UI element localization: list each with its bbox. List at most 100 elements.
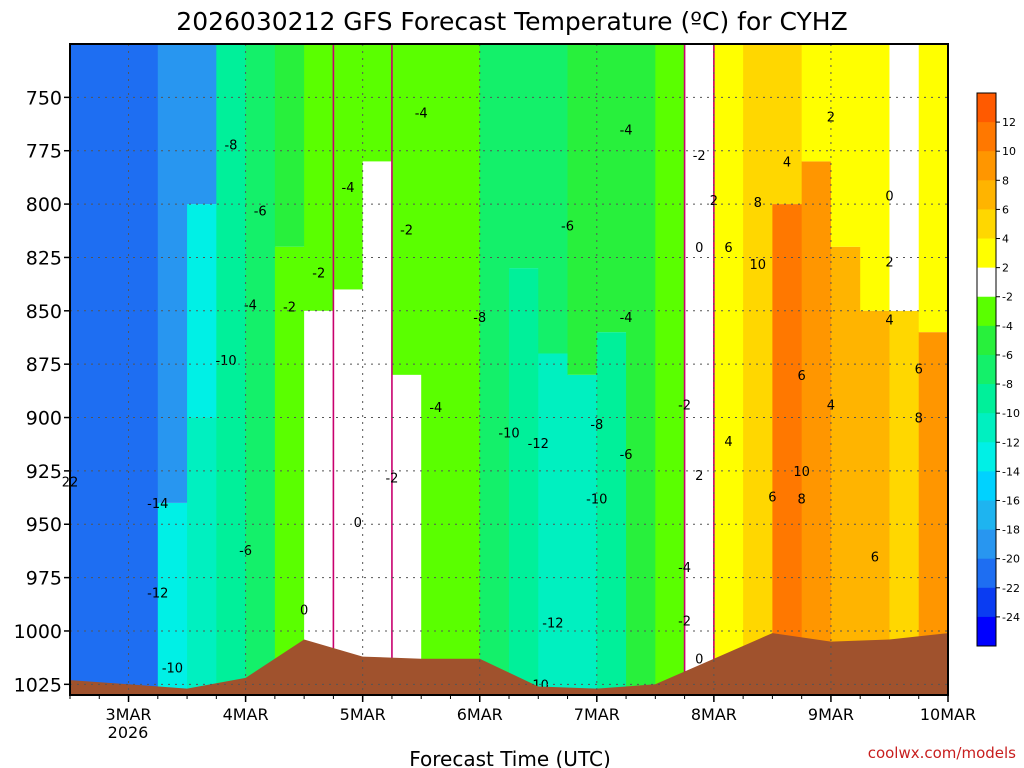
contour-label: -12 (147, 587, 168, 602)
contour-label: 6 (768, 490, 776, 505)
temperature-cell (70, 44, 130, 695)
colorbar: 12 10 8 6 4 2 -2 -4 -6 -8 -10 -12 -14 -16 -18 -20 -22 -24 (976, 92, 1020, 647)
x-tick-label: 5MAR (340, 705, 386, 724)
contour-label: -10 (215, 354, 236, 369)
contour-label: -8 (590, 418, 603, 433)
colorbar-label: -2 (1002, 291, 1013, 304)
contour-label: -14 (147, 497, 168, 512)
contour-label: 2 (695, 469, 703, 484)
temperature-cell (391, 374, 422, 695)
colorbar-swatch (977, 616, 996, 647)
temperature-cell (509, 268, 539, 695)
contour-label: -6 (561, 219, 574, 234)
temperature-cell (889, 44, 920, 311)
temperature-cell (655, 44, 686, 695)
y-tick-label: 975 (26, 568, 62, 590)
contour-label: -10 (162, 661, 183, 676)
contour-label: -6 (254, 204, 267, 219)
contour-label: -6 (620, 448, 633, 463)
colorbar-label: -20 (1002, 553, 1020, 566)
temperature-cell (421, 44, 451, 695)
axes: 750775800825850875900925950975100010253M… (14, 43, 976, 724)
colorbar-label: -24 (1002, 611, 1020, 624)
contour-label: 4 (783, 155, 791, 170)
colorbar-label: -8 (1002, 378, 1013, 391)
credit-text: coolwx.com/models (868, 744, 1016, 762)
temperature-cell (450, 44, 481, 695)
colorbar-swatch (977, 122, 996, 152)
temperature-cell (216, 44, 247, 695)
x-axis-label: Forecast Time (UTC) (409, 747, 611, 768)
colorbar-swatch (977, 180, 996, 210)
contour-label: -6 (239, 544, 252, 559)
contour-label: 8 (754, 196, 762, 211)
colorbar-swatch (977, 558, 996, 589)
temperature-cell (860, 310, 890, 695)
contour-label: -4 (429, 401, 442, 416)
colorbar-label: -22 (1002, 582, 1020, 595)
temperature-cell (801, 44, 832, 162)
temperature-cell (274, 246, 305, 695)
contour-label: 8 (798, 493, 806, 508)
contour-label: -4 (620, 311, 633, 326)
contour-label: -4 (678, 561, 691, 576)
colorbar-label: 8 (1002, 174, 1009, 187)
x-tick-label: 8MAR (691, 705, 737, 724)
colorbar-swatch (977, 209, 996, 240)
colorbar-label: 6 (1002, 203, 1009, 216)
temperature-cell (743, 44, 773, 695)
temperature-cell (187, 44, 217, 205)
temperature-cell (157, 44, 188, 503)
x-tick-label: 6MAR (457, 705, 503, 724)
temperature-cell (830, 44, 861, 247)
contour-label: 2 (827, 111, 835, 126)
y-tick-label: 825 (26, 247, 62, 269)
temperature-cell (362, 44, 393, 162)
contour-label: -12 (542, 616, 563, 631)
colorbar-swatch (977, 354, 996, 385)
x-tick-label: 3MAR (106, 705, 152, 724)
contour-label: 6 (871, 550, 879, 565)
temperature-cell (274, 44, 305, 247)
colorbar-swatch (977, 413, 996, 443)
chart-title: 2026030212 GFS Forecast Temperature (ºC)… (176, 7, 847, 36)
temperature-cell (596, 44, 627, 333)
colorbar-swatch (977, 296, 996, 327)
y-tick-label: 775 (26, 141, 62, 163)
colorbar-swatch (977, 587, 996, 618)
x-tick-label: 7MAR (574, 705, 620, 724)
colorbar-frame (976, 92, 997, 647)
contour-label: 2 (885, 256, 893, 271)
y-tick-label: 800 (26, 194, 62, 216)
temperature-cell (479, 44, 510, 695)
terrain (70, 633, 948, 695)
y-tick-label: 1025 (14, 674, 62, 696)
temperature-cell (860, 44, 890, 311)
contour-label: 0 (695, 653, 703, 668)
y-tick-label: 900 (26, 408, 62, 430)
temperature-cell (333, 44, 364, 290)
temperature-cell (391, 44, 422, 375)
temperature-cell (333, 289, 364, 695)
contour-label: -8 (224, 138, 237, 153)
y-tick-label: 950 (26, 514, 62, 536)
temperature-cell (187, 204, 217, 418)
temperature-cell (772, 44, 803, 205)
contour-label: 0 (354, 516, 362, 531)
contour-label: -2 (678, 399, 691, 414)
contour-label: 0 (695, 241, 703, 256)
contour-label: -10 (498, 426, 519, 441)
colorbar-label: 4 (1002, 233, 1009, 246)
colorbar-label: 12 (1002, 116, 1016, 129)
temperature-cell (772, 204, 803, 695)
colorbar-label: 10 (1002, 145, 1016, 158)
temperature-cell (245, 44, 276, 695)
colorbar-swatch (977, 384, 996, 414)
temperature-cell (626, 44, 656, 695)
contour-label: 4 (724, 435, 732, 450)
colorbar-label: -10 (1002, 407, 1020, 420)
temperature-cell (801, 161, 832, 696)
contour-label: 8 (915, 412, 923, 427)
y-tick-label: 1000 (14, 621, 62, 643)
